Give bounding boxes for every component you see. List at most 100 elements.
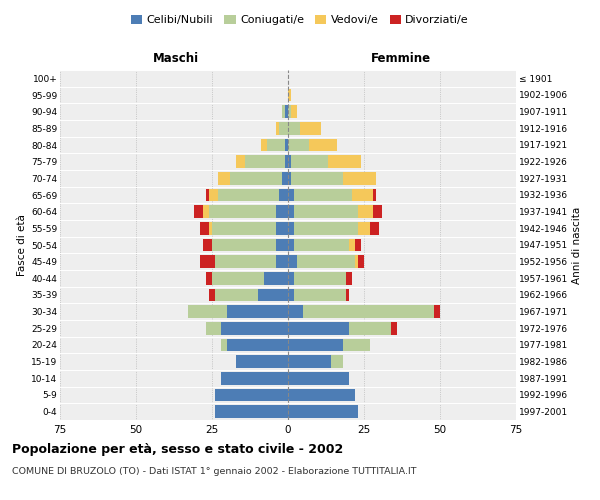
Bar	[282, 172, 288, 184]
Bar	[282, 106, 285, 118]
Bar	[221, 322, 288, 334]
Bar	[328, 156, 361, 168]
Bar	[200, 256, 215, 268]
Bar	[230, 172, 282, 184]
Bar	[260, 138, 267, 151]
Bar	[215, 389, 288, 401]
Bar	[215, 406, 288, 418]
Bar	[294, 222, 358, 234]
Bar	[373, 206, 382, 218]
Bar	[355, 239, 361, 251]
Bar	[200, 222, 209, 234]
Bar	[288, 156, 291, 168]
Bar	[206, 188, 209, 201]
Bar	[288, 389, 355, 401]
Bar	[309, 138, 337, 151]
Bar	[373, 188, 376, 201]
Bar	[294, 188, 352, 201]
Text: Popolazione per età, sesso e stato civile - 2002: Popolazione per età, sesso e stato civil…	[12, 442, 343, 456]
Bar	[349, 239, 355, 251]
Bar	[294, 289, 346, 301]
Bar	[349, 322, 391, 334]
Bar	[288, 89, 291, 101]
Bar	[221, 339, 227, 351]
Bar	[209, 222, 212, 234]
Bar	[297, 256, 355, 268]
Bar	[203, 239, 212, 251]
Bar	[285, 138, 288, 151]
Bar	[276, 222, 288, 234]
Bar	[288, 106, 291, 118]
Bar	[212, 222, 276, 234]
Bar	[291, 156, 328, 168]
Y-axis label: Fasce di età: Fasce di età	[17, 214, 27, 276]
Legend: Celibi/Nubili, Coniugati/e, Vedovi/e, Divorziati/e: Celibi/Nubili, Coniugati/e, Vedovi/e, Di…	[127, 10, 473, 30]
Bar	[203, 206, 209, 218]
Bar	[355, 256, 358, 268]
Bar	[288, 138, 309, 151]
Bar	[212, 239, 276, 251]
Bar	[291, 172, 343, 184]
Text: Maschi: Maschi	[152, 52, 199, 65]
Bar	[285, 156, 288, 168]
Bar	[288, 188, 294, 201]
Bar	[245, 156, 285, 168]
Bar	[218, 188, 279, 201]
Bar	[370, 222, 379, 234]
Bar	[267, 138, 285, 151]
Bar	[194, 206, 203, 218]
Bar	[257, 289, 288, 301]
Bar	[288, 272, 294, 284]
Bar	[288, 356, 331, 368]
Bar	[358, 222, 370, 234]
Bar	[346, 272, 352, 284]
Bar	[294, 272, 346, 284]
Bar	[206, 272, 212, 284]
Bar	[209, 188, 218, 201]
Bar	[209, 289, 215, 301]
Bar	[288, 256, 297, 268]
Bar	[331, 356, 343, 368]
Text: COMUNE DI BRUZOLO (TO) - Dati ISTAT 1° gennaio 2002 - Elaborazione TUTTITALIA.IT: COMUNE DI BRUZOLO (TO) - Dati ISTAT 1° g…	[12, 468, 416, 476]
Bar	[358, 206, 373, 218]
Bar	[343, 339, 370, 351]
Bar	[227, 306, 288, 318]
Bar	[288, 172, 291, 184]
Bar	[218, 172, 230, 184]
Bar	[263, 272, 288, 284]
Bar	[285, 106, 288, 118]
Bar	[288, 339, 343, 351]
Bar	[294, 239, 349, 251]
Bar	[288, 372, 349, 384]
Text: Femmine: Femmine	[370, 52, 431, 65]
Bar	[206, 322, 221, 334]
Bar	[215, 289, 257, 301]
Bar	[291, 106, 297, 118]
Bar	[236, 156, 245, 168]
Bar	[288, 289, 294, 301]
Bar	[358, 256, 364, 268]
Bar	[303, 306, 434, 318]
Bar	[279, 122, 288, 134]
Bar	[288, 322, 349, 334]
Bar	[343, 172, 376, 184]
Bar	[212, 272, 263, 284]
Bar	[279, 188, 288, 201]
Bar	[288, 406, 358, 418]
Bar	[221, 372, 288, 384]
Bar	[276, 206, 288, 218]
Bar	[294, 206, 358, 218]
Bar	[188, 306, 227, 318]
Bar	[434, 306, 440, 318]
Bar	[215, 256, 276, 268]
Bar	[288, 122, 300, 134]
Bar	[288, 239, 294, 251]
Bar	[300, 122, 322, 134]
Bar	[288, 306, 303, 318]
Bar	[209, 206, 276, 218]
Y-axis label: Anni di nascita: Anni di nascita	[572, 206, 582, 284]
Bar	[288, 222, 294, 234]
Bar	[276, 256, 288, 268]
Bar	[352, 188, 373, 201]
Bar	[276, 122, 279, 134]
